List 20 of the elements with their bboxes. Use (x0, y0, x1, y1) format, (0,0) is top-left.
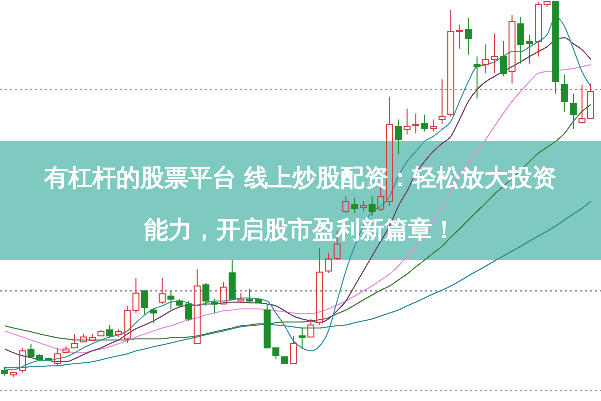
candlestick (28, 344, 35, 358)
candlestick (351, 198, 358, 214)
candlestick (168, 290, 175, 310)
candlestick (526, 34, 534, 64)
candlestick (482, 44, 490, 74)
candlestick (474, 56, 481, 100)
candlestick (220, 282, 228, 305)
candlestick (194, 268, 201, 344)
candlestick (308, 318, 315, 338)
candlestick (508, 14, 516, 84)
candlestick (465, 18, 472, 56)
candlestick (570, 93, 578, 130)
candlestick (228, 260, 236, 300)
candlestick (456, 24, 464, 50)
candlestick (71, 334, 78, 349)
candlestick (518, 16, 525, 64)
candlestick (561, 74, 568, 112)
candlestick (491, 33, 498, 74)
candlestick (368, 196, 376, 217)
candlestick (290, 336, 298, 364)
